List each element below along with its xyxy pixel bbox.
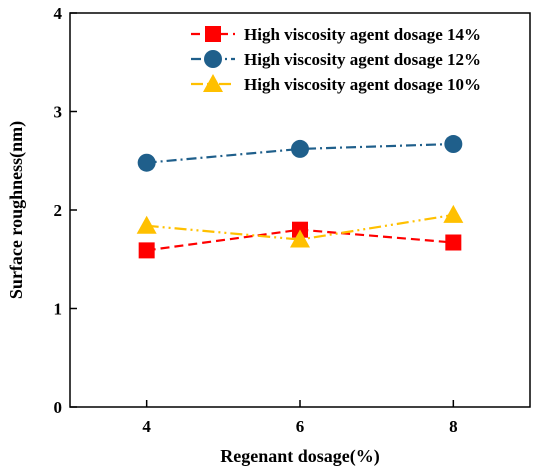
legend-item: High viscosity agent dosage 10% — [191, 74, 481, 94]
plot-frame — [69, 12, 531, 408]
data-point — [443, 204, 464, 223]
y-tick-label: 2 — [54, 201, 63, 220]
data-point — [445, 234, 462, 251]
y-tick-label: 0 — [54, 398, 63, 417]
y-tick-label: 3 — [54, 103, 63, 122]
data-series — [136, 135, 464, 259]
x-tick-label: 6 — [296, 417, 305, 436]
series-3 — [136, 204, 464, 248]
data-point — [290, 229, 310, 248]
data-point — [138, 242, 155, 259]
legend-item: High viscosity agent dosage 14% — [191, 25, 481, 44]
axis-ticks: 0 1 2 3 4 4 6 8 — [54, 4, 458, 436]
legend: High viscosity agent dosage 14% High visc… — [191, 25, 481, 94]
legend-label: High viscosity agent dosage 10% — [244, 75, 481, 94]
series-line — [146, 213, 454, 241]
x-axis-title: Regenant dosage(%) — [220, 446, 380, 467]
legend-marker — [205, 26, 221, 42]
y-axis-title: Surface roughness(nm) — [6, 121, 27, 299]
legend-label: High viscosity agent dosage 12% — [244, 50, 481, 69]
series-2 — [137, 135, 463, 172]
legend-item: High viscosity agent dosage 12% — [191, 50, 481, 69]
y-tick-label: 1 — [54, 300, 63, 319]
data-point — [136, 215, 157, 234]
x-tick-label: 4 — [142, 417, 151, 436]
data-point — [291, 139, 309, 158]
x-tick-label: 8 — [449, 417, 458, 436]
y-tick-label: 4 — [54, 4, 63, 23]
legend-marker — [203, 74, 223, 92]
legend-marker — [204, 50, 222, 68]
data-point — [444, 135, 463, 154]
data-point — [137, 153, 156, 172]
legend-label: High viscosity agent dosage 14% — [244, 25, 481, 44]
